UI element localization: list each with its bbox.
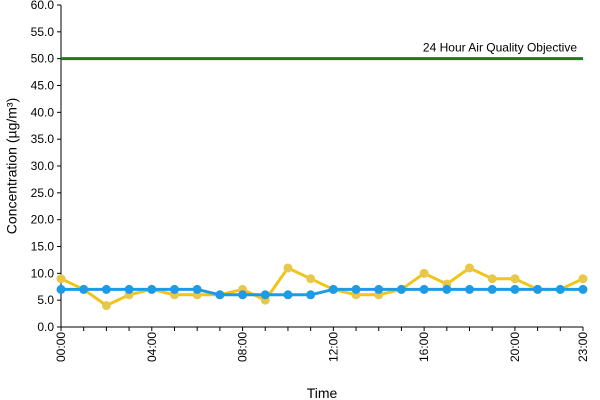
y-axis-title: Concentration (µg/m³): [4, 98, 20, 234]
series-2-point: [306, 290, 316, 300]
x-axis-title: Time: [307, 385, 338, 400]
series-2-point: [328, 284, 338, 294]
series-2-point: [510, 284, 520, 294]
series-1-point: [510, 274, 520, 284]
reference-line-group: 24 Hour Air Quality Objective: [61, 41, 583, 61]
series-2-point: [124, 284, 134, 294]
y-tick-label: 60.0: [31, 0, 55, 12]
series-1-point: [487, 274, 497, 284]
y-tick-label: 10.0: [31, 266, 55, 280]
x-tick-label: 16:00: [417, 332, 431, 362]
series-2-point: [56, 284, 66, 294]
series-2-point: [147, 284, 157, 294]
series-2-point: [555, 284, 565, 294]
y-tick-label: 35.0: [31, 132, 55, 146]
series-2-point: [465, 284, 475, 294]
series-2-point: [101, 284, 111, 294]
series-2-point: [578, 284, 588, 294]
y-axis-ticks: 0.0 5.0 10.0 15.0 20.0 25.0 30.0 35.0 40.0 45.0 50…: [31, 0, 61, 334]
y-tick-label: 5.0: [37, 293, 54, 307]
series-2-point: [283, 290, 293, 300]
series-2-point: [442, 284, 452, 294]
series-1-point: [465, 263, 475, 273]
series-group: [56, 263, 588, 311]
series-2-point: [396, 284, 406, 294]
series-2-point: [487, 284, 497, 294]
series-2-point: [192, 284, 202, 294]
y-tick-label: 20.0: [31, 213, 55, 227]
series-2-point: [419, 284, 429, 294]
y-tick-label: 45.0: [31, 79, 55, 93]
x-tick-label: 12:00: [326, 332, 340, 362]
y-tick-label: 50.0: [31, 52, 55, 66]
y-tick-label: 30.0: [31, 159, 55, 173]
series-1-point: [419, 268, 429, 278]
series-2-point: [351, 284, 361, 294]
series-2-point: [533, 284, 543, 294]
reference-line-label: 24 Hour Air Quality Objective: [423, 41, 577, 55]
x-tick-label: 23:00: [576, 332, 590, 362]
y-tick-label: 25.0: [31, 186, 55, 200]
series-1-point: [306, 274, 316, 284]
series-1-point: [283, 263, 293, 273]
series-1-point: [56, 274, 66, 284]
series-2-point: [260, 290, 270, 300]
series-1-point: [101, 301, 111, 311]
series-2-point: [79, 284, 89, 294]
y-tick-label: 15.0: [31, 240, 55, 254]
series-2-point: [169, 284, 179, 294]
y-tick-label: 55.0: [31, 25, 55, 39]
series-2-point: [238, 290, 248, 300]
x-tick-label: 00:00: [54, 332, 68, 362]
x-tick-label: 08:00: [236, 332, 250, 362]
x-tick-label: 04:00: [145, 332, 159, 362]
series-2-point: [374, 284, 384, 294]
series-1-point: [578, 274, 588, 284]
y-tick-label: 40.0: [31, 105, 55, 119]
x-tick-label: 20:00: [508, 332, 522, 362]
x-axis-ticks: 00:00 04:00 08:00 12:00 16:00 20:00 23:00: [54, 327, 590, 362]
series-2-point: [215, 290, 225, 300]
y-tick-label: 0.0: [37, 320, 54, 334]
series-1-line: [60, 266, 584, 308]
